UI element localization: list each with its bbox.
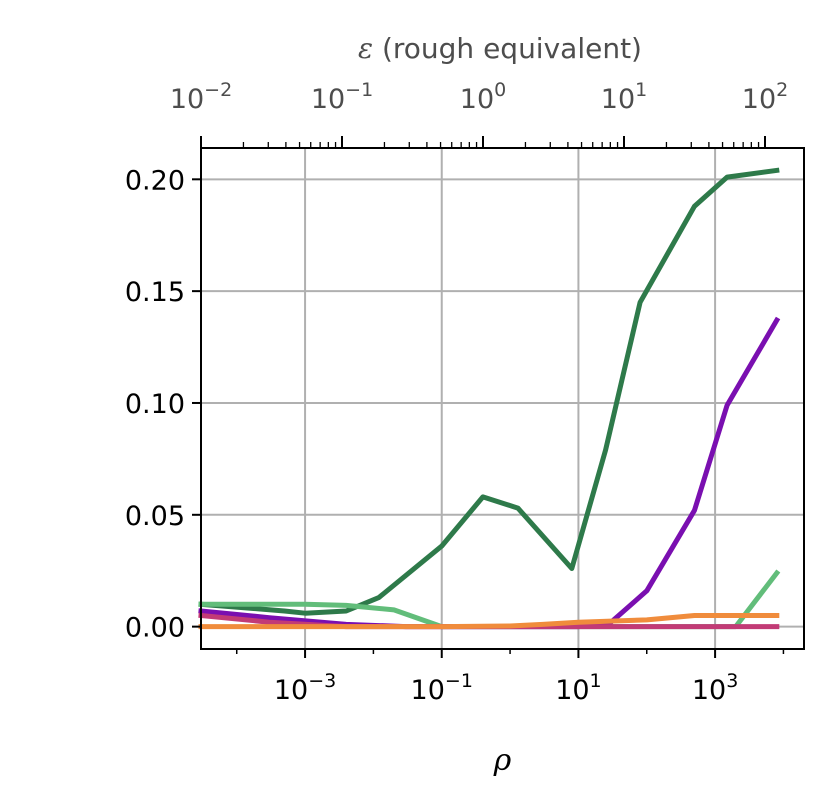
top-tick-label-base: 10 [460, 84, 494, 115]
top-tick-label-base: 10 [170, 84, 204, 115]
plot-frame [200, 147, 805, 650]
y-tick-label: 0.05 [125, 501, 185, 532]
y-tick-label: 0.10 [125, 389, 185, 420]
y-tick-label: 0.20 [125, 165, 185, 196]
x-axis: 10−3 10−1 101 103 [235, 649, 785, 706]
y-tick-label: 0.15 [125, 277, 185, 308]
x-tick-label: 103 [692, 670, 738, 706]
x-tick-label-exponent: 1 [590, 670, 602, 692]
y-axis: 0.00 0.05 0.10 0.15 0.20 [125, 165, 201, 644]
top-tick-label: 10−1 [311, 79, 373, 115]
top-tick-label: 10−2 [170, 79, 232, 115]
top-tick-label-exponent: −1 [345, 79, 373, 101]
x-tick-label-exponent: −1 [445, 670, 473, 692]
top-tick-label-base: 10 [742, 84, 776, 115]
series-lines [198, 167, 781, 630]
top-tick-label-exponent: 0 [494, 79, 506, 101]
x-tick-label: 101 [555, 670, 601, 706]
top-tick-label: 101 [601, 79, 647, 115]
top-tick-label-base: 10 [601, 84, 635, 115]
x-tick-label: 10−3 [274, 670, 336, 706]
x-tick-label-base: 10 [274, 675, 308, 706]
x-tick-label-base: 10 [411, 675, 445, 706]
grid [201, 148, 804, 649]
top-tick-label-exponent: 2 [776, 79, 788, 101]
y-tick-label: 0.00 [125, 613, 185, 644]
x-tick-label-exponent: −3 [308, 670, 336, 692]
x-axis-title: ρ [493, 743, 512, 778]
top-tick-label-base: 10 [311, 84, 345, 115]
x-tick-label-base: 10 [555, 675, 589, 706]
top-axis-title-symbol: ε [358, 32, 373, 65]
x-tick-label-base: 10 [692, 675, 726, 706]
top-tick-label-exponent: −2 [204, 79, 232, 101]
top-axis-title-text: (rough equivalent) [373, 32, 642, 65]
x-tick-label: 10−1 [411, 670, 473, 706]
top-tick-label: 100 [460, 79, 506, 115]
top-x-axis: 10−2 10−1 100 101 102 [170, 79, 788, 148]
top-tick-label: 102 [742, 79, 788, 115]
series-line-5 [198, 613, 780, 630]
top-axis-title: ε (rough equivalent) [358, 32, 642, 65]
x-tick-label-exponent: 3 [726, 670, 738, 692]
series-line-3 [198, 316, 781, 630]
series-line-1 [198, 167, 780, 616]
top-tick-label-exponent: 1 [635, 79, 647, 101]
